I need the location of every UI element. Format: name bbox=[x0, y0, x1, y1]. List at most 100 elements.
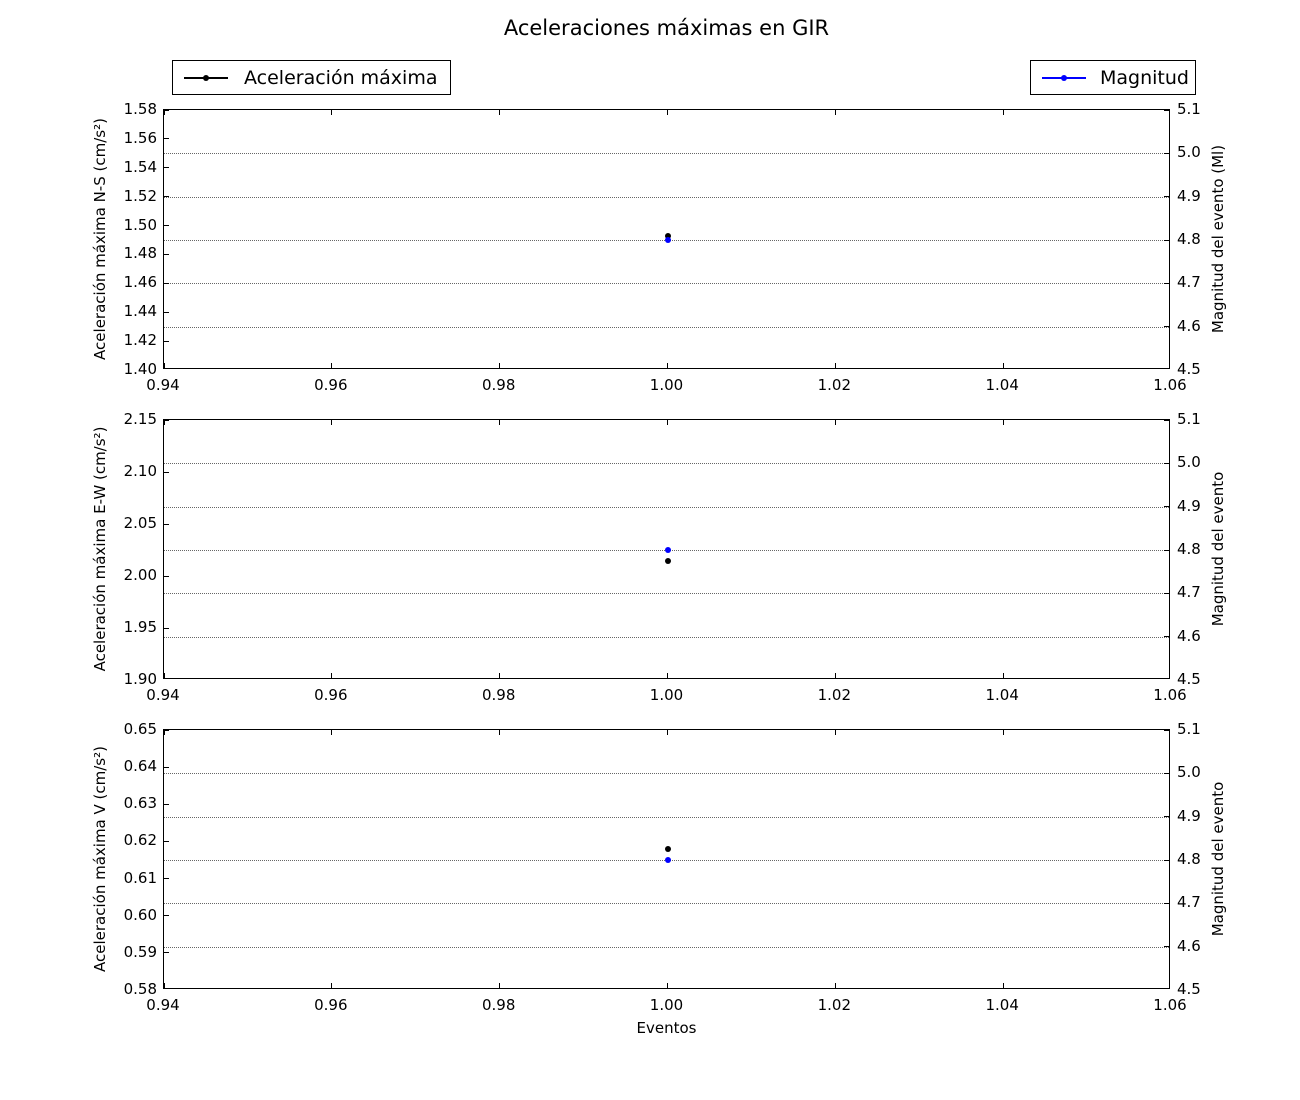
x-tick bbox=[164, 730, 165, 735]
y-tick-label: 0.61 bbox=[123, 868, 157, 887]
x-tick bbox=[331, 363, 333, 368]
dot-marker-icon bbox=[1061, 74, 1067, 81]
legend-label-acceleracion: Aceleración máxima bbox=[244, 66, 438, 89]
y2-tick-label: 4.6 bbox=[1177, 936, 1201, 955]
x-tick-label: 1.00 bbox=[649, 376, 684, 394]
line-dot-marker-icon bbox=[184, 74, 228, 81]
y2-tick-label: 4.6 bbox=[1177, 626, 1201, 645]
y-tick bbox=[164, 110, 169, 111]
x-tick-label: 1.00 bbox=[649, 996, 684, 1014]
x-tick-label: 1.00 bbox=[649, 686, 684, 704]
x-tick bbox=[331, 110, 333, 115]
y-tick bbox=[164, 878, 169, 880]
y2-tick-label: 5.1 bbox=[1177, 410, 1201, 428]
x-tick bbox=[164, 110, 165, 115]
x-tick bbox=[1169, 363, 1170, 368]
x-tick-label: 1.04 bbox=[985, 686, 1019, 704]
gridline bbox=[164, 903, 1169, 905]
x-tick bbox=[1002, 110, 1004, 115]
y2-tick bbox=[1164, 506, 1169, 508]
gridline bbox=[164, 326, 1169, 328]
x-tick bbox=[499, 363, 501, 368]
y2-tick bbox=[1164, 152, 1169, 154]
x-tick bbox=[1169, 110, 1170, 115]
y-tick-label: 1.52 bbox=[123, 186, 157, 205]
y-tick-label: 0.64 bbox=[123, 757, 157, 776]
x-tick bbox=[667, 983, 668, 988]
y-tick bbox=[164, 840, 169, 842]
x-tick bbox=[667, 363, 668, 368]
y-tick bbox=[164, 138, 169, 140]
dot-marker-icon bbox=[203, 74, 209, 81]
x-tick bbox=[1002, 983, 1004, 988]
y2-tick-label: 4.5 bbox=[1177, 980, 1201, 998]
acceleration-point bbox=[664, 232, 671, 239]
y2-tick-label: 4.6 bbox=[1177, 316, 1201, 335]
y2-axis-label: Magnitud del evento bbox=[1209, 781, 1227, 937]
y-tick bbox=[164, 803, 169, 805]
y-tick-label: 1.46 bbox=[123, 273, 157, 292]
x-tick-label: 1.06 bbox=[1153, 996, 1187, 1014]
gridline bbox=[164, 816, 1169, 818]
y-tick bbox=[164, 253, 169, 255]
y-tick-label: 0.59 bbox=[123, 942, 157, 961]
y-tick bbox=[164, 766, 169, 768]
x-tick-label: 0.96 bbox=[314, 996, 348, 1014]
y-tick-label: 1.48 bbox=[123, 244, 157, 263]
y2-tick-label: 4.7 bbox=[1177, 273, 1201, 292]
y-tick bbox=[164, 575, 169, 577]
x-tick bbox=[499, 110, 501, 115]
legend-acceleracion-maxima: Aceleración máxima bbox=[172, 60, 451, 95]
y-tick bbox=[164, 988, 169, 989]
y-tick bbox=[164, 225, 169, 227]
x-tick bbox=[834, 363, 836, 368]
y-tick bbox=[164, 167, 169, 169]
x-tick-label: 0.98 bbox=[481, 996, 516, 1014]
y2-tick bbox=[1164, 326, 1169, 328]
magnitude-point bbox=[664, 857, 671, 863]
gridline bbox=[164, 153, 1169, 155]
y-tick-label: 1.56 bbox=[123, 128, 157, 147]
y-tick-label: 1.44 bbox=[123, 302, 157, 321]
acceleration-point bbox=[664, 845, 671, 852]
y2-tick-label: 5.0 bbox=[1177, 453, 1201, 472]
x-tick-label: 1.02 bbox=[817, 686, 851, 704]
x-tick bbox=[499, 673, 501, 678]
y2-tick bbox=[1164, 282, 1169, 284]
gridline bbox=[164, 506, 1169, 508]
x-tick-label: 0.98 bbox=[481, 686, 516, 704]
y-tick bbox=[164, 311, 169, 313]
y2-tick-label: 4.9 bbox=[1177, 496, 1201, 515]
x-tick bbox=[834, 420, 836, 425]
x-tick-label: 1.06 bbox=[1153, 686, 1187, 704]
x-tick bbox=[164, 983, 165, 988]
gridline bbox=[164, 283, 1169, 285]
x-tick bbox=[1169, 730, 1170, 735]
y2-tick bbox=[1164, 462, 1169, 464]
y-tick bbox=[164, 915, 169, 917]
y-tick-label: 2.10 bbox=[123, 462, 157, 480]
x-tick bbox=[331, 420, 333, 425]
x-tick-label: 0.96 bbox=[314, 376, 348, 394]
chart-title: Aceleraciones máximas en GIR bbox=[503, 16, 830, 40]
x-tick-label: 1.06 bbox=[1153, 376, 1187, 394]
x-tick-label: 1.02 bbox=[817, 996, 851, 1014]
y-tick-label: 2.15 bbox=[123, 410, 157, 428]
y2-tick-label: 4.5 bbox=[1177, 360, 1201, 378]
x-tick-label: 1.04 bbox=[985, 996, 1019, 1014]
magnitude-point bbox=[664, 237, 671, 243]
x-tick bbox=[1002, 730, 1004, 735]
y-axis-label: Aceleración máxima E-W (cm/s²) bbox=[91, 426, 109, 672]
plot-area-3 bbox=[163, 729, 1170, 989]
y-tick-label: 2.05 bbox=[123, 514, 157, 532]
y-tick-label: 0.63 bbox=[123, 794, 157, 813]
y2-tick bbox=[1164, 420, 1169, 421]
y-tick-label: 1.58 bbox=[123, 100, 157, 118]
x-tick bbox=[499, 983, 501, 988]
gridline bbox=[164, 196, 1169, 198]
y2-tick bbox=[1164, 772, 1169, 774]
x-tick bbox=[667, 730, 668, 735]
gridline bbox=[164, 593, 1169, 595]
y-tick bbox=[164, 368, 169, 369]
